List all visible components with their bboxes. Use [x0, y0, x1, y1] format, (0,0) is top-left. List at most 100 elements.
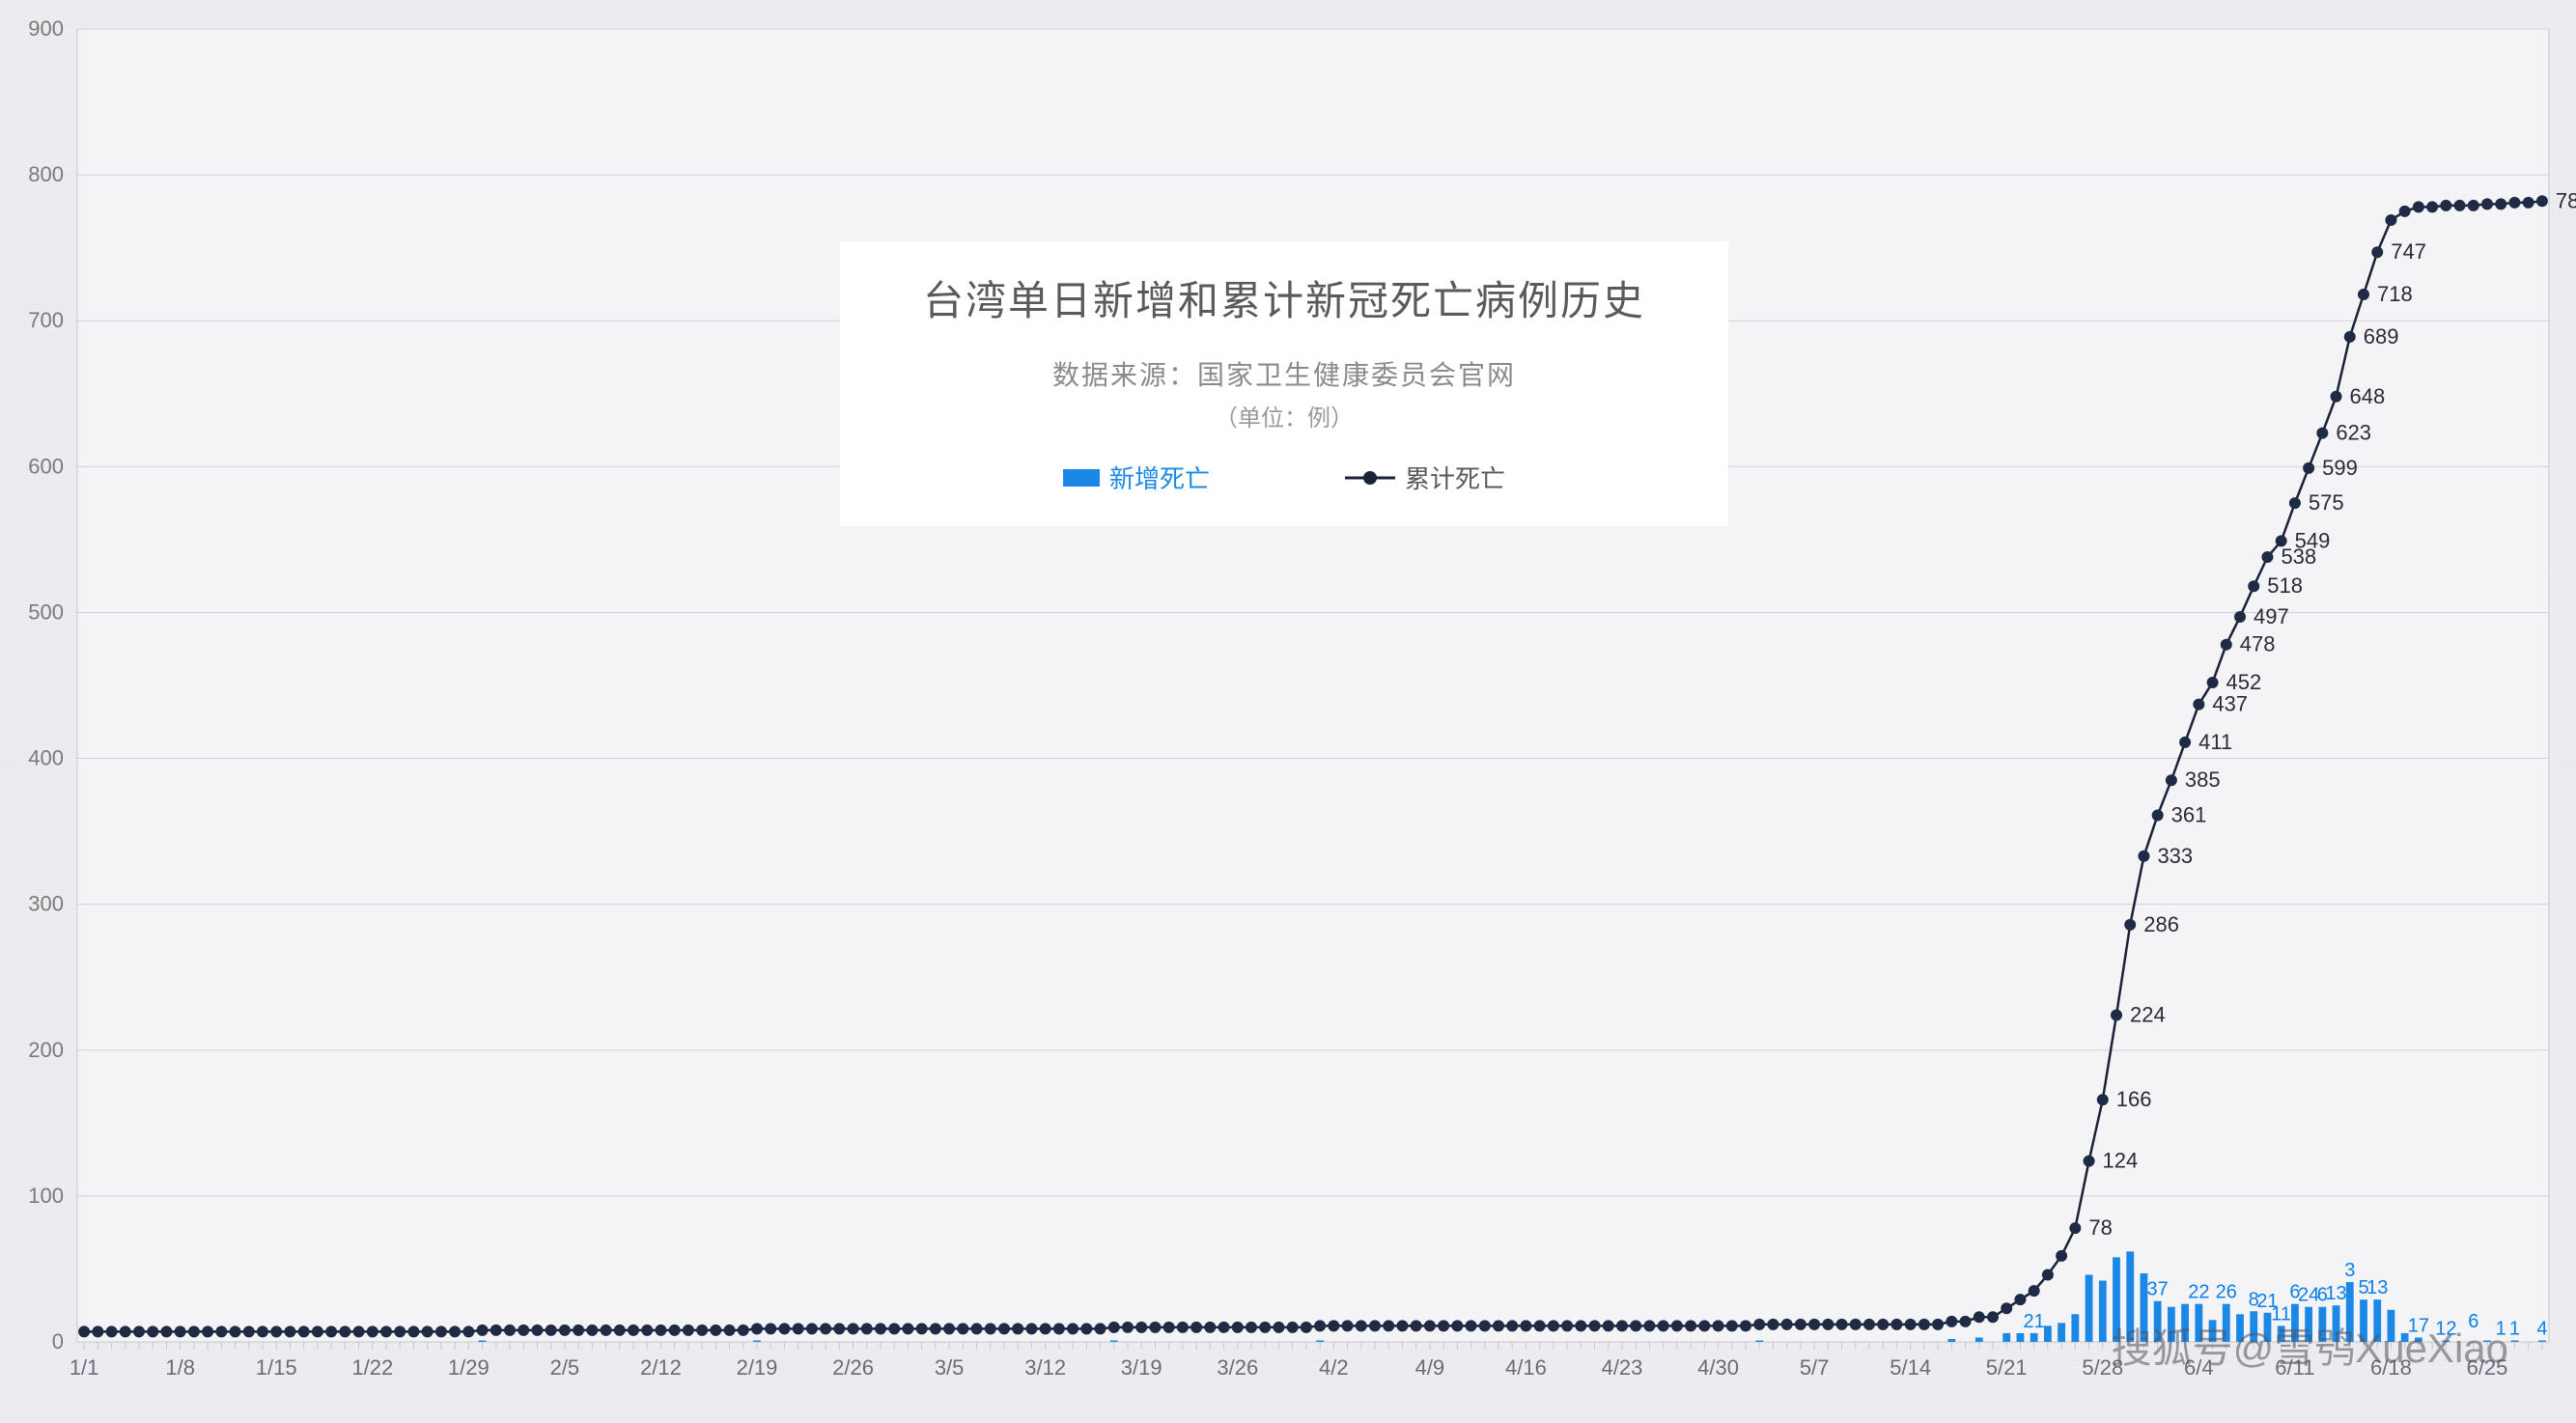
bar-value-label: 21 — [2024, 1311, 2045, 1332]
line-value-label: 385 — [2185, 767, 2221, 792]
line-marker — [1260, 1322, 1271, 1332]
line-value-label: 718 — [2377, 282, 2413, 306]
line-marker — [243, 1326, 254, 1337]
legend-item-bar: 新增死亡 — [1063, 460, 1210, 495]
x-tick-label: 3/12 — [1024, 1355, 1066, 1380]
bar-daily-new — [753, 1340, 761, 1342]
y-tick-label: 100 — [28, 1184, 64, 1208]
line-marker — [2235, 611, 2246, 622]
line-marker — [1026, 1324, 1037, 1334]
line-marker — [1370, 1321, 1381, 1331]
bar-daily-new — [1110, 1340, 1118, 1342]
line-marker — [1562, 1321, 1573, 1331]
line-marker — [1974, 1312, 1984, 1323]
line-marker — [1878, 1319, 1889, 1329]
legend-item-line: 累计死亡 — [1345, 460, 1505, 495]
line-marker — [2180, 737, 2191, 747]
line-marker — [2359, 290, 2369, 300]
x-tick-label: 2/12 — [640, 1355, 682, 1380]
line-marker — [985, 1324, 995, 1334]
legend-bar-label: 新增死亡 — [1109, 460, 1210, 495]
x-tick-label: 3/19 — [1121, 1355, 1162, 1380]
line-marker — [285, 1326, 295, 1337]
line-marker — [1479, 1321, 1490, 1331]
line-marker — [574, 1325, 584, 1335]
line-value-label: 575 — [2309, 490, 2344, 515]
line-marker — [2057, 1250, 2067, 1261]
line-marker — [1397, 1321, 1408, 1331]
line-marker — [395, 1326, 406, 1337]
line-marker — [216, 1326, 227, 1337]
line-marker — [1439, 1321, 1449, 1331]
line-marker — [1946, 1316, 1957, 1326]
x-tick-label: 4/23 — [1602, 1355, 1643, 1380]
line-marker — [1726, 1321, 1737, 1331]
line-marker — [2427, 202, 2438, 212]
line-marker — [1177, 1322, 1188, 1332]
line-marker — [1534, 1321, 1545, 1331]
line-marker — [546, 1325, 556, 1335]
line-marker — [724, 1325, 735, 1335]
line-marker — [2125, 919, 2136, 930]
line-marker — [1795, 1319, 1806, 1329]
line-marker — [1603, 1321, 1613, 1331]
line-marker — [1809, 1319, 1820, 1329]
legend-line-swatch — [1345, 468, 1395, 488]
line-marker — [2289, 498, 2300, 509]
line-marker — [2536, 196, 2547, 207]
line-marker — [1548, 1321, 1558, 1331]
x-tick-label: 1/8 — [165, 1355, 195, 1380]
line-marker — [1988, 1312, 1999, 1323]
bar-daily-new — [1975, 1337, 1983, 1342]
bar-daily-new — [1755, 1340, 1763, 1342]
line-marker — [876, 1324, 886, 1334]
bar-value-label: 26 — [2216, 1282, 2237, 1303]
line-marker — [2070, 1223, 2081, 1234]
line-marker — [2002, 1303, 2012, 1314]
line-marker — [258, 1326, 268, 1337]
legend-bar-swatch — [1063, 469, 1100, 487]
line-marker — [1521, 1321, 1531, 1331]
line-marker — [1232, 1322, 1243, 1332]
line-marker — [1329, 1321, 1339, 1331]
y-tick-label: 200 — [28, 1038, 64, 1062]
chart-root: 01002003004005006007008009001/11/81/151/… — [0, 0, 2576, 1423]
line-marker — [1163, 1322, 1174, 1332]
bar-daily-new — [2058, 1323, 2065, 1342]
bar-daily-new — [2044, 1325, 2052, 1342]
line-marker — [1864, 1319, 1875, 1329]
bar-value-label: 13 — [2366, 1277, 2388, 1298]
line-marker — [848, 1324, 858, 1334]
line-value-label: 286 — [2143, 912, 2179, 936]
line-marker — [1218, 1322, 1229, 1332]
line-marker — [340, 1326, 350, 1337]
line-marker — [1589, 1321, 1600, 1331]
line-marker — [1671, 1321, 1682, 1331]
line-marker — [642, 1325, 653, 1335]
line-marker — [93, 1326, 103, 1337]
line-marker — [2262, 552, 2273, 563]
bar-value-label: 13 — [2325, 1283, 2346, 1304]
line-marker — [1342, 1321, 1353, 1331]
line-marker — [1123, 1322, 1134, 1332]
line-marker — [1246, 1322, 1257, 1332]
line-marker — [1424, 1321, 1435, 1331]
line-marker — [490, 1325, 501, 1335]
line-marker — [1507, 1321, 1518, 1331]
line-marker — [1150, 1322, 1161, 1332]
line-marker — [2496, 199, 2506, 209]
line-marker — [2029, 1286, 2039, 1297]
line-marker — [1741, 1321, 1751, 1331]
line-value-label: 452 — [2226, 670, 2262, 694]
bar-daily-new — [2002, 1333, 2010, 1342]
bar-value-label: 3 — [2344, 1260, 2355, 1281]
watermark: 搜狐号@雪鸮XueXiao — [2112, 1316, 2508, 1375]
line-marker — [505, 1325, 516, 1335]
line-marker — [120, 1326, 130, 1337]
line-marker — [161, 1326, 172, 1337]
line-marker — [2152, 810, 2163, 821]
bar-daily-new — [2017, 1333, 2025, 1342]
line-marker — [2015, 1295, 2026, 1305]
line-marker — [930, 1324, 940, 1334]
bar-daily-new — [1316, 1340, 1324, 1342]
